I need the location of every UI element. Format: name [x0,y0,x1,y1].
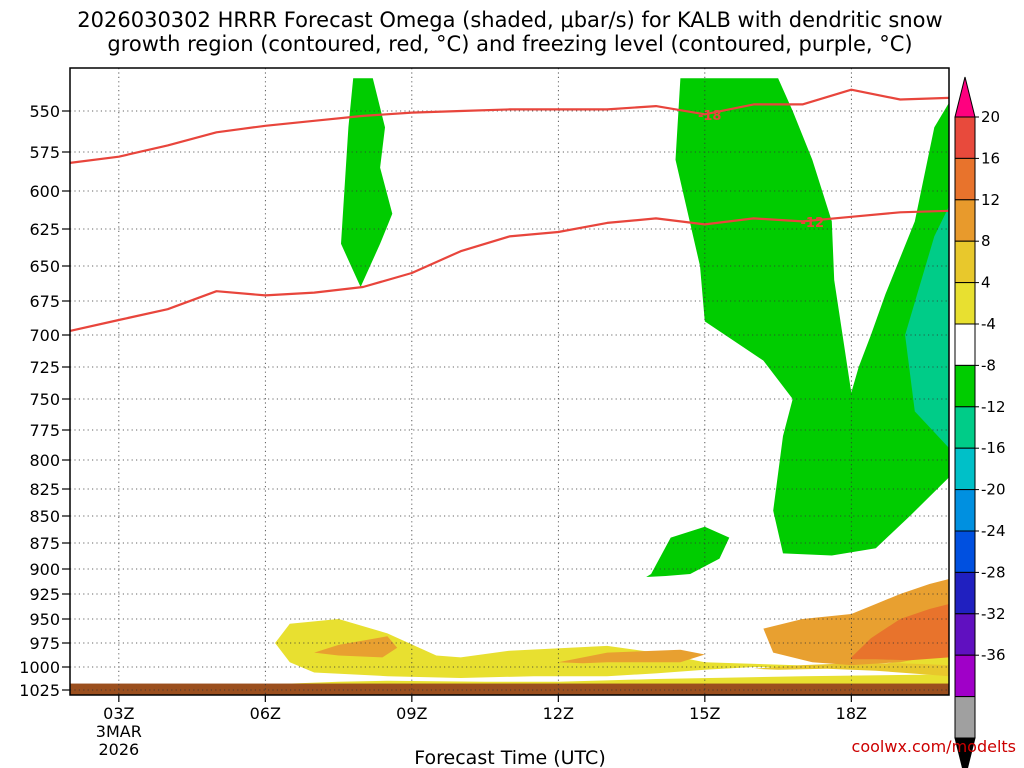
colorbar-box-10 [954,530,976,573]
dgz-contour-line-0 [69,88,950,164]
y-tick-label-900: 900 [29,560,60,579]
colorbar-box-7 [954,406,976,449]
omega-region-teal-2 [905,206,949,448]
colorbar-top-arrow [954,76,976,118]
colorbar-box-9 [954,489,976,532]
colorbar-label-7: -12 [981,398,1006,416]
pressure-axis: 550 575 600 625 650 675 700 725 750 775 800 825 850 8… [19,102,70,700]
colorbar-label-9: -20 [981,481,1006,499]
colorbar-label-13: -36 [981,646,1006,664]
colorbar-box-11 [954,571,976,615]
colorbar-box-3 [954,240,976,284]
y-tick-label-675: 675 [29,292,60,311]
colorbar-label-12: -32 [981,605,1006,623]
colorbar-box-1 [954,157,976,201]
y-tick-label-650: 650 [29,257,60,276]
credit-link[interactable]: coolwx.com/modelts [852,737,1016,756]
colorbar-label-6: -8 [981,356,996,374]
y-tick-label-1025: 1025 [19,681,60,700]
dgz-contour-label-1: -12 [801,216,825,231]
y-tick-label-850: 850 [29,507,60,526]
colorbar-label-11: -28 [981,563,1006,581]
colorbar-box-13 [954,654,976,698]
colorbar-box-0 [954,116,976,159]
y-tick-label-925: 925 [29,585,60,604]
chart-title-line1: 2026030302 HRRR Forecast Omega (shaded, … [77,8,942,32]
y-tick-label-700: 700 [29,326,60,345]
colorbar-label-2: 12 [981,191,1000,209]
y-tick-label-550: 550 [29,102,60,121]
colorbar-label-8: -16 [981,439,1006,457]
dgz-contour-line-1 [69,209,950,332]
y-tick-label-775: 775 [29,421,60,440]
y-tick-label-950: 950 [29,610,60,629]
plot-gridlines [70,68,949,695]
x-tick-year: 2026 [98,740,139,759]
colorbar-box-14 [954,696,976,739]
colorbar-box-8 [954,447,976,491]
omega-overlay-amber-2 [558,649,705,664]
x-tick-label-09Z: 09Z [396,704,427,723]
y-tick-label-575: 575 [29,143,60,162]
colorbar-label-1: 16 [981,149,1000,167]
x-tick-date: 3MAR [96,722,142,741]
colorbar-label-3: 8 [981,232,991,250]
y-tick-label-800: 800 [29,451,60,470]
y-tick-label-725: 725 [29,358,60,377]
omega-region-green-1 [675,78,949,556]
x-tick-label-15Z: 15Z [689,704,720,723]
colorbar-box-6 [954,364,976,408]
x-axis-label: Forecast Time (UTC) [414,747,605,768]
omega-colorbar: 20 16 12 8 4 -4 -8 -12 -16 -20 -24 -28 -32 -36 [954,76,1006,768]
colorbar-box-12 [954,613,976,656]
y-tick-label-750: 750 [29,390,60,409]
x-tick-label-06Z: 06Z [250,704,281,723]
x-tick-label-18Z: 18Z [836,704,867,723]
omega-overlay-gold-0 [753,663,949,677]
colorbar-label-0: 20 [981,108,1000,126]
colorbar-box-4 [954,282,976,325]
plot-frame [69,67,950,696]
omega-region-yellow-4 [70,619,949,685]
y-tick-label-825: 825 [29,480,60,499]
colorbar-label-4: 4 [981,274,991,292]
omega-shading [70,78,949,695]
y-tick-label-975: 975 [29,634,60,653]
x-tick-label-12Z: 12Z [543,704,574,723]
colorbar-box-5 [954,323,976,366]
y-tick-label-875: 875 [29,534,60,553]
omega-overlay-orange-4 [851,604,949,661]
y-tick-label-625: 625 [29,220,60,239]
colorbar-bottom-arrow [954,737,976,768]
omega-region-green-3 [646,526,730,577]
colorbar-label-5: -4 [981,315,996,333]
y-tick-label-600: 600 [29,182,60,201]
omega-region-green-0 [341,78,393,287]
chart-title-line2: growth region (contoured, red, °C) and f… [107,32,912,56]
ground-surface-band [70,683,949,695]
dgz-contour-label-0: -18 [698,109,722,124]
colorbar-label-10: -24 [981,522,1006,540]
temperature-contours: -18 -12 [69,88,950,332]
omega-overlay-amber-1 [314,636,398,658]
x-tick-label-03Z: 03Z [103,704,134,723]
y-tick-label-1000: 1000 [19,658,60,677]
colorbar-box-2 [954,199,976,242]
